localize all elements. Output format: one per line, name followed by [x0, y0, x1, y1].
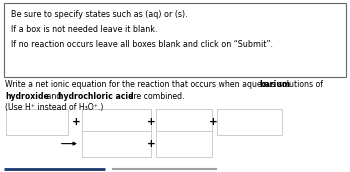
Text: +: + — [72, 117, 80, 127]
Text: are combined.: are combined. — [126, 92, 185, 101]
Text: (Use H⁺ instead of H₃O⁺.): (Use H⁺ instead of H₃O⁺.) — [5, 103, 104, 112]
FancyBboxPatch shape — [217, 109, 282, 135]
Text: Be sure to specify states such as (aq) or (s).: Be sure to specify states such as (aq) o… — [11, 10, 188, 19]
Text: and: and — [44, 92, 64, 101]
Text: Write a net ionic equation for the reaction that occurs when aqueous solutions o: Write a net ionic equation for the react… — [5, 80, 326, 89]
Text: +: + — [147, 139, 155, 149]
FancyBboxPatch shape — [82, 131, 150, 157]
FancyBboxPatch shape — [156, 109, 212, 135]
Text: If a box is not needed leave it blank.: If a box is not needed leave it blank. — [11, 25, 158, 34]
FancyBboxPatch shape — [82, 109, 150, 135]
FancyBboxPatch shape — [4, 3, 346, 77]
Text: hydrochloric acid: hydrochloric acid — [58, 92, 133, 101]
Text: If no reaction occurs leave all boxes blank and click on “Submit”.: If no reaction occurs leave all boxes bl… — [11, 40, 273, 49]
FancyBboxPatch shape — [156, 131, 212, 157]
Text: hydroxide: hydroxide — [5, 92, 49, 101]
Text: barium: barium — [259, 80, 290, 89]
Text: +: + — [147, 117, 155, 127]
FancyBboxPatch shape — [6, 109, 68, 135]
Text: +: + — [209, 117, 218, 127]
